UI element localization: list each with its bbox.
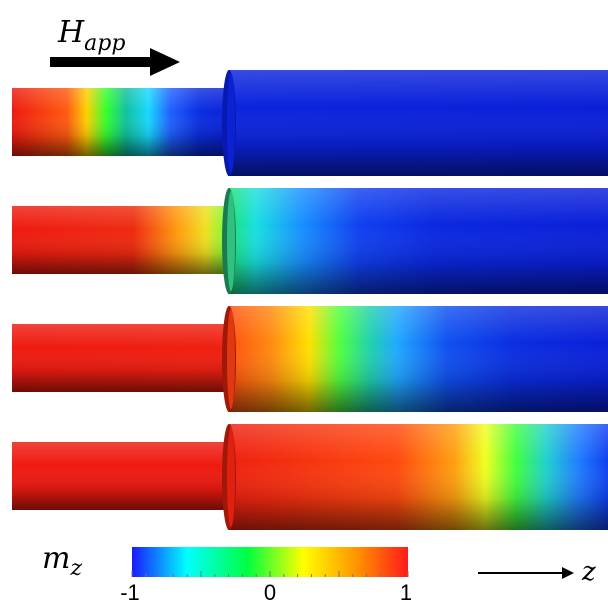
colorbar-mid-label: 0 — [264, 580, 276, 604]
colorbar: mz -1 0 1 — [42, 541, 412, 604]
wire-panel-4 — [12, 424, 608, 530]
field-arrow-icon — [50, 48, 180, 76]
applied-field-indicator: Happ — [50, 15, 180, 76]
wire-panel-2 — [12, 188, 608, 294]
wire-panel-3 — [12, 306, 608, 412]
colorbar-label: mz — [42, 541, 82, 581]
colorbar-max-label: 1 — [400, 580, 412, 604]
z-axis-label: z — [581, 557, 596, 587]
field-label: Happ — [57, 15, 125, 56]
z-axis-indicator: z — [478, 557, 596, 587]
colorbar-ticks — [131, 571, 409, 577]
wire-panel-1 — [12, 70, 608, 176]
colorbar-min-label: -1 — [120, 580, 140, 604]
